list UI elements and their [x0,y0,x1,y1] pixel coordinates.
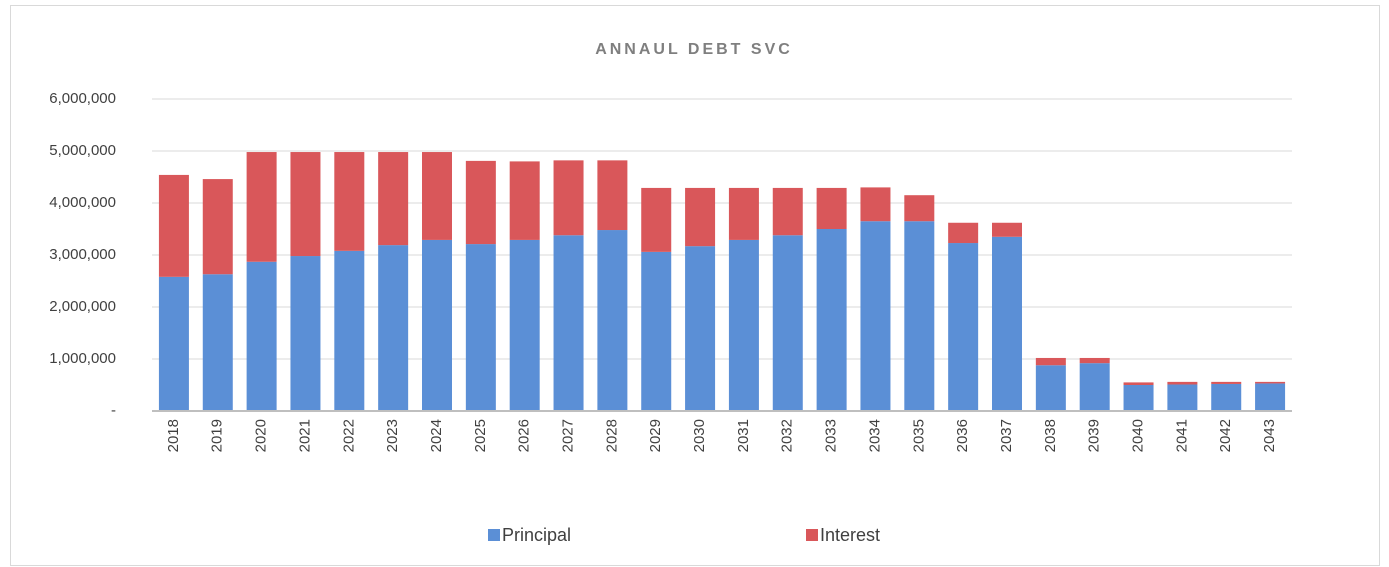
x-tick-label: 2039 [1086,419,1103,452]
bar-segment [1035,365,1066,411]
bar-segment [378,245,409,411]
bar-segment [334,152,365,251]
bar-segment [1167,381,1198,385]
x-tick-label: 2022 [340,419,357,452]
bar-segment [1255,383,1286,411]
bar-segment [728,187,759,240]
bar-segment [597,160,628,231]
bar-segment [1079,357,1110,364]
bar-segment [465,160,496,245]
y-tick-label: 1,000,000 [49,350,116,367]
bar-segment [948,243,979,411]
x-tick-label: 2027 [560,419,577,452]
legend-swatch [488,529,500,541]
bar-segment [553,235,584,411]
bar-segment [728,239,759,411]
bar-segment [992,222,1022,237]
bar-segment [158,276,189,411]
bar-segment [816,187,847,229]
bar-segment [816,229,847,411]
bar-segment [904,221,935,411]
bar-segment [246,152,277,262]
bar-segment [290,256,321,411]
y-tick-label: 6,000,000 [49,90,116,107]
x-tick-label: 2033 [823,419,840,452]
bar-segment [290,152,321,257]
x-tick-label: 2024 [428,419,445,452]
bar-segment [597,230,628,411]
legend-swatch [806,529,818,541]
y-tick-label: - [111,402,116,419]
x-tick-label: 2021 [296,419,313,452]
x-tick-label: 2040 [1130,419,1147,452]
bar-segment [641,251,672,411]
bar-segment [378,152,409,246]
bar-segment [509,239,540,411]
bar-segment [1211,381,1242,384]
bar-segment [202,274,233,411]
x-tick-label: 2035 [910,419,927,452]
bar-segment [553,160,584,236]
bar-segment [158,174,189,277]
bar-segment [685,246,716,411]
x-tick-label: 2042 [1217,419,1234,452]
bar-segment [860,187,891,222]
bar-segment [948,222,979,244]
bar-segment [1035,357,1066,366]
y-tick-label: 3,000,000 [49,246,116,263]
bar-segment [685,187,716,247]
x-tick-label: 2036 [954,419,971,452]
bar-segment [1079,363,1110,411]
bar-segment [1123,382,1154,385]
x-tick-label: 2030 [691,419,708,452]
bar-segment [904,195,935,222]
bar-segment [992,236,1022,411]
x-tick-label: 2041 [1173,419,1190,452]
bar-segment [1255,381,1286,384]
x-tick-label: 2037 [998,419,1015,452]
bar-segment [772,235,803,411]
bar-segment [422,239,452,411]
y-tick-label: 5,000,000 [49,142,116,159]
x-tick-label: 2019 [209,419,226,452]
bar-segment [334,250,365,411]
y-tick-label: 2,000,000 [49,298,116,315]
x-tick-label: 2028 [603,419,620,452]
chart-title: ANNAUL DEBT SVC [595,41,793,58]
y-tick-label: 4,000,000 [49,194,116,211]
bar-segment [422,152,452,240]
legend-label: Interest [820,525,880,545]
x-tick-label: 2025 [472,419,489,452]
bar-segment [772,187,803,236]
x-tick-label: 2043 [1261,419,1278,452]
x-tick-label: 2020 [253,419,270,452]
bar-segment [509,161,540,240]
x-tick-label: 2026 [516,419,533,452]
x-tick-label: 2023 [384,419,401,452]
bar-segment [641,187,672,252]
bar-segment [202,179,233,275]
x-tick-label: 2032 [779,419,796,452]
legend-label: Principal [502,525,571,545]
x-tick-label: 2034 [866,419,883,452]
x-tick-label: 2029 [647,419,664,452]
bar-segment [860,221,891,411]
bar-segment [1123,385,1154,411]
bar-segment [1211,383,1242,411]
x-tick-label: 2018 [165,419,182,452]
bar-segment [465,244,496,411]
x-tick-label: 2038 [1042,419,1059,452]
bar-segment [1167,384,1198,411]
x-tick-label: 2031 [735,419,752,452]
bar-segment [246,261,277,411]
